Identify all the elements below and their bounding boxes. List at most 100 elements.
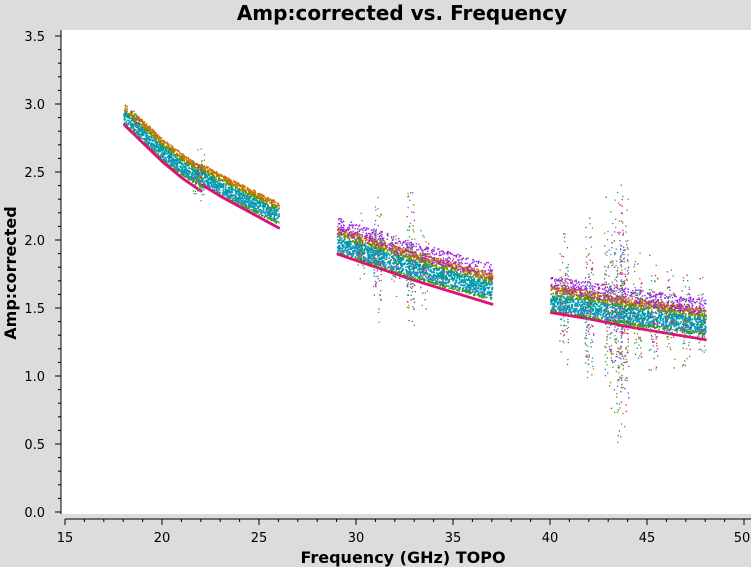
data-point (429, 253, 431, 255)
data-point (429, 273, 431, 276)
data-point (359, 243, 361, 245)
data-point (394, 249, 396, 251)
data-point (439, 266, 442, 269)
data-point (224, 186, 227, 188)
data-point (403, 263, 405, 266)
data-point (186, 160, 189, 163)
data-point (165, 145, 168, 147)
data-point (396, 254, 398, 257)
data-point (457, 282, 460, 284)
data-point (186, 163, 189, 166)
data-point (473, 277, 476, 280)
data-point (400, 272, 403, 275)
data-point (384, 265, 387, 267)
data-point (155, 140, 157, 142)
data-point (462, 267, 464, 269)
data-point (426, 271, 428, 274)
data-point (164, 149, 167, 152)
data-point (403, 252, 406, 254)
data-point (220, 179, 222, 182)
data-point (275, 210, 277, 213)
data-point (142, 127, 145, 129)
data-point (407, 256, 409, 258)
data-point (147, 143, 149, 146)
data-point (445, 282, 447, 285)
data-point (227, 178, 229, 180)
data-point (130, 111, 132, 113)
data-point (153, 143, 155, 146)
data-point (454, 267, 456, 270)
data-point (263, 206, 265, 208)
data-point (252, 189, 255, 192)
data-point (420, 255, 423, 257)
data-point (351, 254, 353, 256)
data-point (149, 128, 152, 130)
data-point (178, 162, 181, 164)
data-point (433, 275, 435, 278)
data-point (196, 169, 198, 171)
data-point (262, 203, 264, 206)
data-point (476, 271, 479, 273)
data-point (436, 277, 438, 279)
data-point (459, 280, 462, 283)
data-point (371, 252, 374, 254)
data-point (383, 241, 386, 243)
data-point (133, 116, 136, 119)
data-point (366, 227, 368, 229)
data-point (406, 253, 408, 255)
data-point (340, 229, 343, 232)
data-point (415, 267, 418, 269)
data-point (344, 248, 347, 250)
data-point (375, 262, 377, 264)
data-point (195, 170, 198, 172)
data-point (385, 245, 387, 247)
data-point (126, 124, 129, 127)
data-point (381, 245, 383, 247)
data-point (400, 258, 402, 261)
data-point (165, 148, 167, 150)
data-point (260, 202, 262, 204)
data-point (488, 290, 491, 293)
data-point (128, 115, 131, 118)
data-point (463, 276, 466, 279)
data-point (338, 229, 341, 232)
data-point (392, 245, 395, 248)
data-point (259, 195, 262, 198)
data-point (163, 143, 165, 146)
data-point (191, 171, 193, 174)
data-point (178, 150, 180, 153)
data-point (131, 114, 134, 117)
data-point (436, 262, 438, 265)
data-point (459, 272, 462, 275)
data-point (486, 293, 489, 296)
data-point (250, 191, 253, 193)
data-point (378, 264, 381, 266)
data-point (152, 148, 155, 151)
data-point (401, 268, 403, 271)
data-point (267, 196, 269, 199)
data-point (457, 287, 460, 289)
data-point (448, 280, 451, 283)
data-point (433, 273, 435, 276)
data-point (137, 123, 140, 126)
data-point (396, 258, 399, 260)
data-point (385, 253, 387, 256)
data-point (188, 159, 191, 162)
data-point (158, 155, 161, 157)
data-point (231, 194, 233, 196)
data-point (485, 275, 488, 277)
data-point (398, 240, 400, 243)
data-point (401, 244, 403, 246)
data-point (414, 274, 417, 277)
data-point (199, 180, 202, 183)
data-point (449, 257, 451, 260)
data-point (138, 133, 141, 136)
data-point (381, 243, 384, 246)
data-point (262, 198, 264, 200)
data-point (344, 235, 347, 237)
data-point (480, 276, 482, 279)
data-point (351, 252, 354, 255)
data-point (235, 191, 237, 193)
data-point (192, 181, 194, 183)
data-point (213, 189, 215, 192)
